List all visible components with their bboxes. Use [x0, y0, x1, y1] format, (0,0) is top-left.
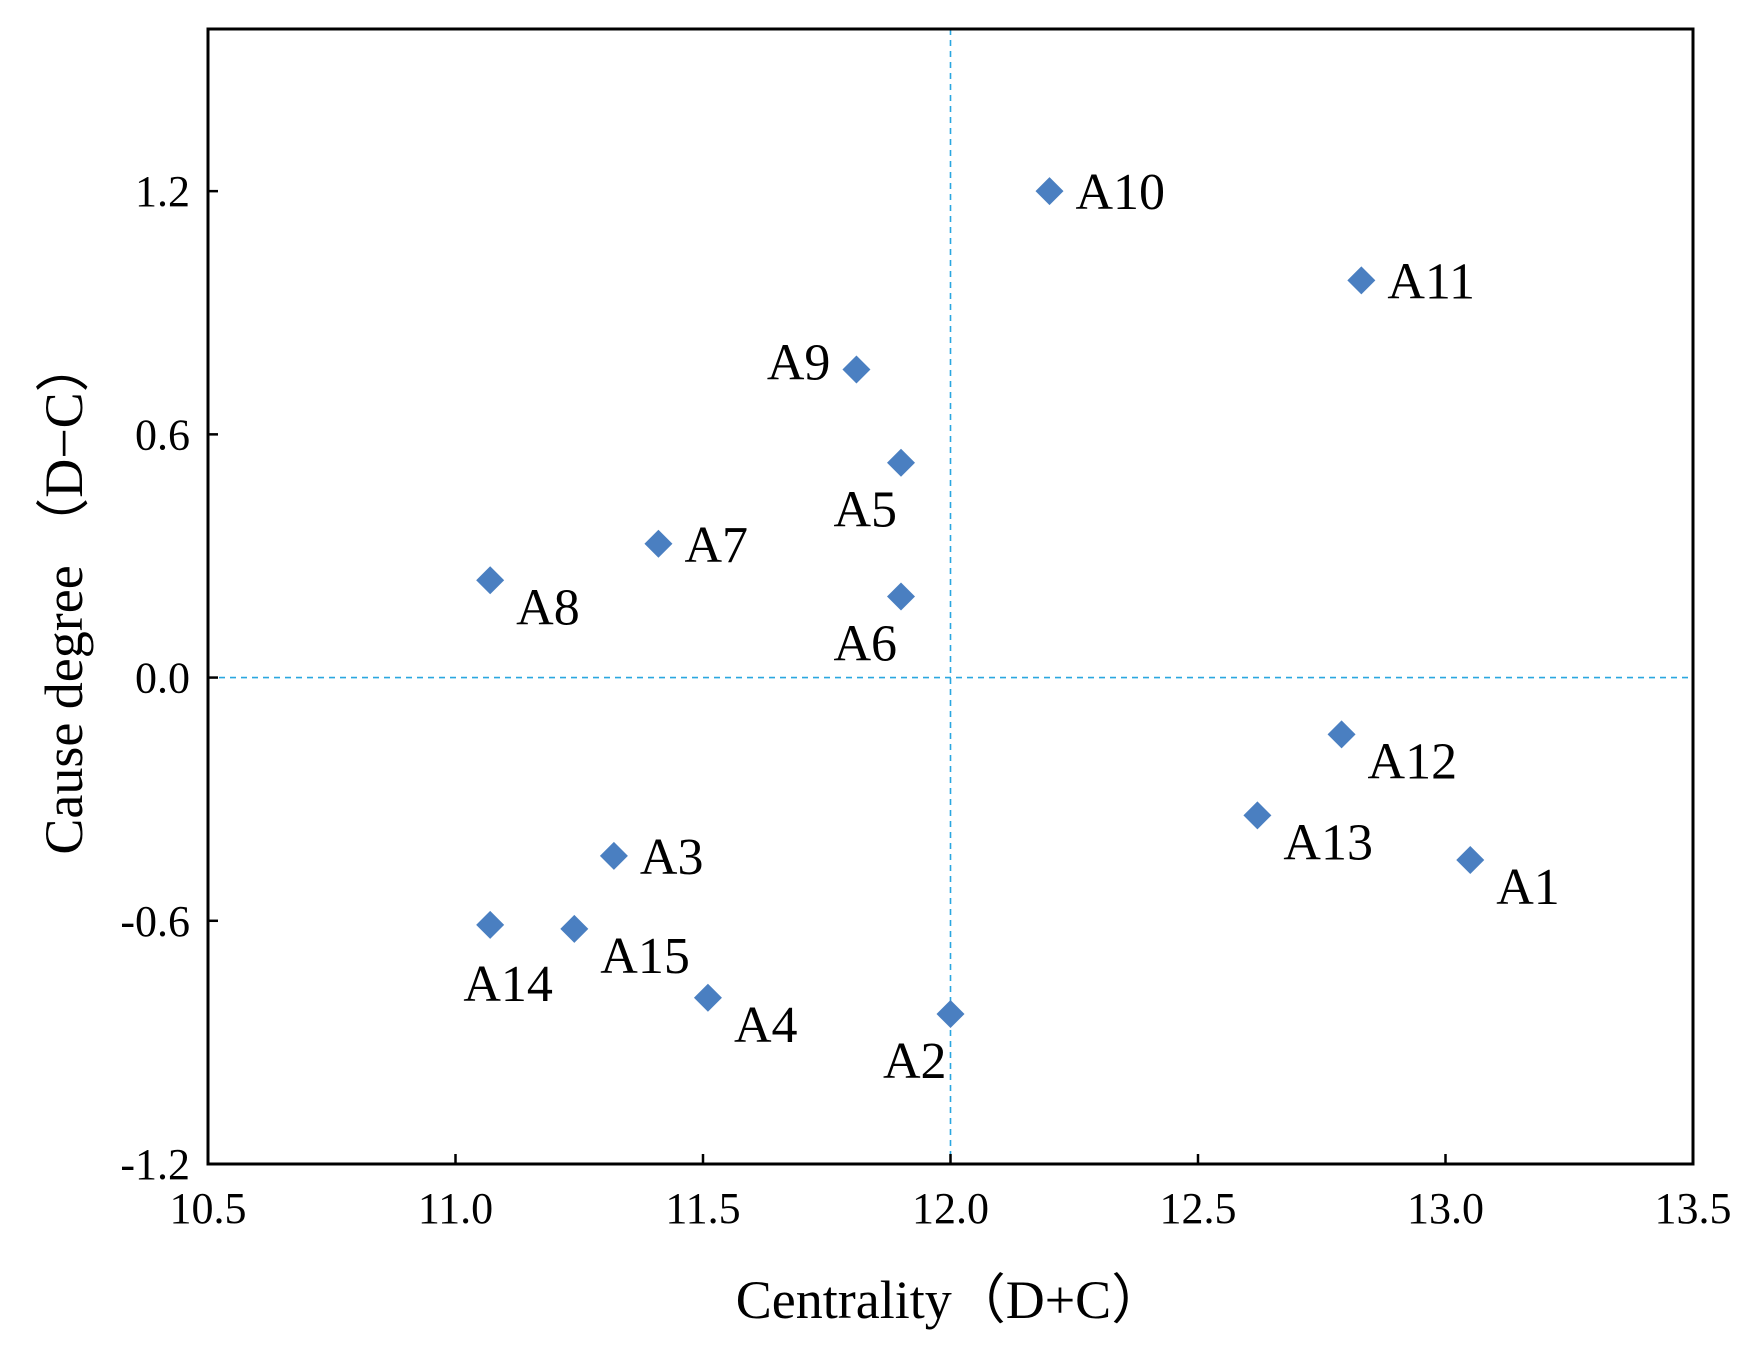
x-tick-label: 12.5	[1160, 1184, 1237, 1233]
point-label-a13: A13	[1283, 814, 1373, 871]
data-point-a8	[476, 566, 505, 595]
data-points	[476, 177, 1485, 1029]
point-label-a2: A2	[883, 1033, 947, 1090]
x-tick-label: 13.5	[1655, 1184, 1732, 1233]
point-label-a9: A9	[767, 335, 831, 392]
point-label-a14: A14	[463, 956, 553, 1013]
x-axis-ticks: 10.5 11.0 11.5 12.0 12.5 13.0 13.5	[170, 1154, 1732, 1233]
point-label-a4: A4	[734, 997, 798, 1054]
data-point-a6	[887, 582, 915, 611]
plot-frame	[206, 27, 1695, 1166]
point-label-a11: A11	[1387, 253, 1475, 310]
data-point-a10	[1035, 177, 1064, 206]
y-tick-label: 0.0	[135, 654, 190, 703]
point-label-a6: A6	[833, 616, 897, 673]
data-point-a14	[476, 910, 505, 939]
reference-lines	[208, 29, 1693, 1164]
x-tick-label: 13.0	[1407, 1184, 1484, 1233]
data-point-a7	[644, 529, 673, 558]
data-point-a12	[1327, 720, 1356, 749]
data-point-a11	[1347, 266, 1376, 295]
data-point-a13	[1243, 801, 1272, 830]
data-point-a5	[887, 448, 915, 477]
point-label-a10: A10	[1076, 164, 1166, 221]
point-label-a5: A5	[833, 482, 897, 539]
point-label-a7: A7	[684, 517, 748, 574]
point-label-a1: A1	[1496, 859, 1560, 916]
y-tick-label: -0.6	[120, 897, 190, 946]
x-tick-label: 12.0	[912, 1184, 989, 1233]
data-point-a15	[560, 914, 589, 943]
point-label-a12: A12	[1368, 733, 1458, 790]
point-labels: A1 A2 A3 A4 A5 A6 A7 A8 A9 A10 A11 A12 A13 A14 A15	[463, 164, 1559, 1090]
data-point-a9	[842, 355, 871, 384]
point-label-a3: A3	[640, 829, 704, 886]
point-label-a15: A15	[600, 928, 690, 985]
data-point-a1	[1456, 845, 1485, 874]
data-point-a3	[599, 841, 628, 870]
point-label-a8: A8	[516, 579, 580, 636]
y-axis-ticks: -1.2 -0.6 0.0 0.6 1.2	[120, 167, 218, 1189]
data-point-a2	[936, 1000, 965, 1029]
data-point-a4	[693, 983, 722, 1012]
y-axis-title: Cause degree （D−C）	[34, 338, 94, 854]
x-axis-title: Centrality（D+C）	[736, 1270, 1165, 1330]
x-tick-label: 11.5	[665, 1184, 740, 1233]
x-tick-label: 10.5	[170, 1184, 247, 1233]
y-tick-label: -1.2	[120, 1140, 190, 1189]
y-tick-label: 0.6	[135, 410, 190, 459]
y-tick-label: 1.2	[135, 167, 190, 216]
x-tick-label: 11.0	[418, 1184, 493, 1233]
